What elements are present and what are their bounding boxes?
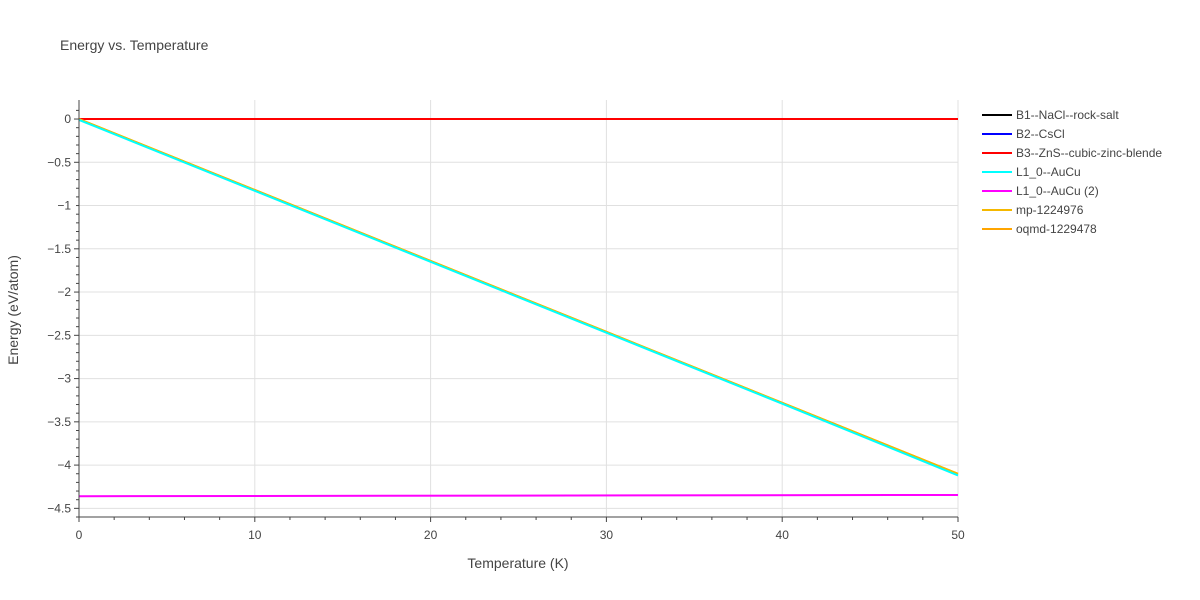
y-tick-label: −1 (57, 199, 71, 213)
x-tick-label: 40 (776, 528, 790, 542)
series-line (78, 118, 959, 477)
y-tick-label: −4.5 (47, 501, 71, 515)
legend-label: oqmd-1229478 (1016, 222, 1097, 236)
legend-item[interactable]: B2--CsCl (982, 127, 1065, 141)
series-line (78, 493, 959, 498)
x-tick-label: 10 (248, 528, 262, 542)
legend-label: mp-1224976 (1016, 203, 1084, 217)
chart-title: Energy vs. Temperature (60, 37, 209, 53)
x-tick-label: 0 (76, 528, 83, 542)
y-tick-label: −0.5 (47, 155, 71, 169)
legend-item[interactable]: mp-1224976 (982, 203, 1084, 217)
axes (74, 100, 959, 522)
y-tick-label: 0 (64, 112, 71, 126)
x-axis-title: Temperature (K) (467, 555, 568, 571)
legend-item[interactable]: L1_0--AuCu (982, 165, 1081, 179)
legend-label: L1_0--AuCu (2) (1016, 184, 1099, 198)
legend-label: B2--CsCl (1016, 127, 1065, 141)
legend-item[interactable]: L1_0--AuCu (2) (982, 184, 1099, 198)
grid (79, 100, 959, 517)
y-tick-label: −2 (57, 285, 71, 299)
legend-label: B1--NaCl--rock-salt (1016, 108, 1119, 122)
legend[interactable]: B1--NaCl--rock-salt B2--CsCl B3--ZnS--cubi… (982, 108, 1162, 236)
y-tick-label: −2.5 (47, 328, 71, 342)
y-tick-labels: 0 −0.5 −1 −1.5 −2 −2.5 −3 −3.5 −4 −4.5 (47, 112, 71, 515)
x-tick-labels: 0 10 20 30 40 50 (76, 528, 965, 542)
y-tick-label: −4 (57, 458, 71, 472)
x-tick-label: 20 (424, 528, 438, 542)
y-tick-label: −3.5 (47, 415, 71, 429)
y-tick-label: −1.5 (47, 242, 71, 256)
legend-item[interactable]: B1--NaCl--rock-salt (982, 108, 1119, 122)
legend-label: B3--ZnS--cubic-zinc-blende (1016, 146, 1162, 160)
legend-label: L1_0--AuCu (1016, 165, 1081, 179)
series-group (78, 118, 959, 498)
y-tick-label: −3 (57, 372, 71, 386)
x-tick-label: 30 (600, 528, 614, 542)
y-axis-title: Energy (eV/atom) (5, 255, 21, 365)
legend-item[interactable]: B3--ZnS--cubic-zinc-blende (982, 146, 1162, 160)
legend-item[interactable]: oqmd-1229478 (982, 222, 1097, 236)
x-tick-label: 50 (951, 528, 965, 542)
